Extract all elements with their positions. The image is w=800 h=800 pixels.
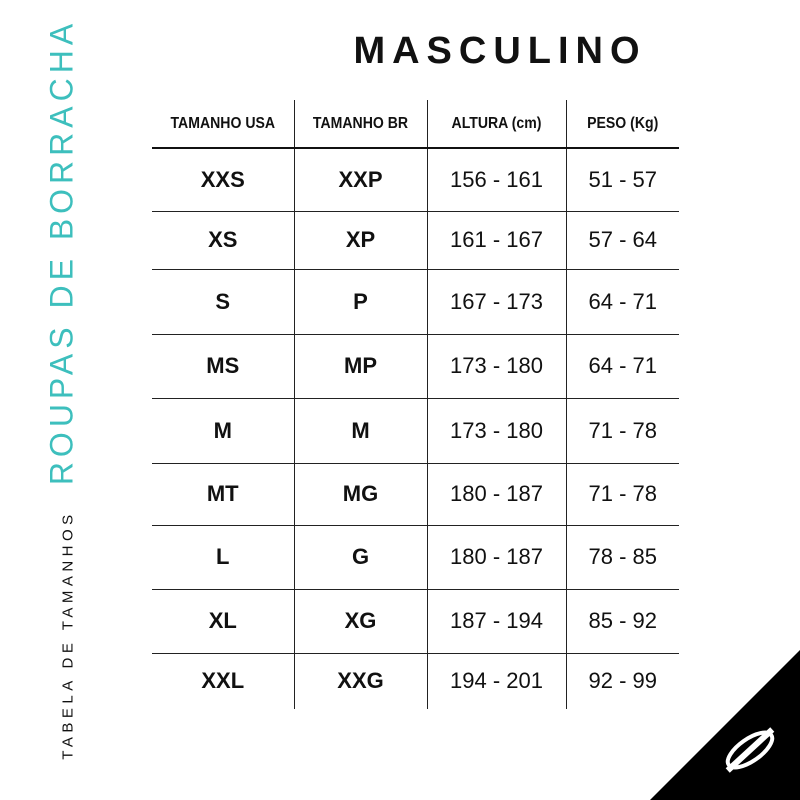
- size-table: TAMANHO USA TAMANHO BR ALTURA (cm) PESO …: [152, 100, 679, 709]
- table-row: M M 173 - 180 71 - 78: [152, 398, 679, 463]
- table-header-row: TAMANHO USA TAMANHO BR ALTURA (cm) PESO …: [152, 100, 679, 148]
- table-row: XXL XXG 194 - 201 92 - 99: [152, 653, 679, 709]
- weight-cell: 85 - 92: [565, 589, 679, 653]
- brand-logo-icon: [650, 650, 800, 800]
- table-row: XS XP 161 - 167 57 - 64: [152, 211, 679, 269]
- table-row: S P 167 - 173 64 - 71: [152, 269, 679, 334]
- table-row: MT MG 180 - 187 71 - 78: [152, 463, 679, 525]
- size-usa-cell: XS: [208, 227, 238, 252]
- size-br-cell: XXP: [293, 148, 427, 211]
- height-cell: 156 - 161: [426, 148, 566, 211]
- height-cell: 161 - 167: [426, 211, 566, 269]
- weight-cell: 71 - 78: [565, 398, 679, 463]
- header-cell: TAMANHO USA: [170, 114, 276, 132]
- size-br-cell: M: [293, 398, 427, 463]
- table-row: XXS XXP 156 - 161 51 - 57: [152, 148, 679, 211]
- header-cell: PESO (Kg): [572, 100, 673, 148]
- height-cell: 173 - 180: [426, 398, 566, 463]
- size-usa-cell: XL: [208, 608, 237, 633]
- size-usa-cell: XXL: [201, 668, 245, 694]
- table-row: MS MP 173 - 180 64 - 71: [152, 334, 679, 398]
- table-row: L G 180 - 187 78 - 85: [152, 525, 679, 589]
- size-br-cell: XXG: [293, 653, 427, 709]
- height-cell: 173 - 180: [426, 334, 566, 398]
- header-cell: ALTURA (cm): [434, 100, 558, 148]
- height-cell: 187 - 194: [426, 589, 566, 653]
- weight-cell: 64 - 71: [565, 334, 679, 398]
- height-cell: 167 - 173: [426, 269, 566, 334]
- size-br-cell: G: [293, 525, 427, 589]
- height-cell: 194 - 201: [426, 653, 566, 709]
- size-br-cell: XP: [293, 211, 427, 269]
- size-usa-cell: M: [213, 417, 232, 443]
- side-subtitle: TABELA DE TAMANHOS: [59, 510, 77, 760]
- weight-cell: 71 - 78: [565, 463, 679, 525]
- size-usa-cell: XXS: [200, 166, 245, 192]
- size-br-cell: XG: [293, 589, 427, 653]
- size-usa-cell: L: [216, 544, 230, 569]
- header-cell: TAMANHO BR: [301, 100, 420, 148]
- weight-cell: 57 - 64: [565, 211, 679, 269]
- page-title: MASCULINO: [353, 30, 647, 72]
- size-br-cell: MP: [293, 334, 427, 398]
- weight-cell: 51 - 57: [565, 148, 679, 211]
- height-cell: 180 - 187: [426, 525, 566, 589]
- size-usa-cell: S: [215, 288, 231, 314]
- weight-cell: 92 - 99: [565, 653, 679, 709]
- weight-cell: 64 - 71: [565, 269, 679, 334]
- size-br-cell: P: [293, 269, 427, 334]
- weight-cell: 78 - 85: [565, 525, 679, 589]
- size-usa-cell: MS: [206, 353, 240, 378]
- size-br-cell: MG: [293, 463, 427, 525]
- side-title: ROUPAS DE BORRACHA: [43, 18, 80, 486]
- height-cell: 180 - 187: [426, 463, 566, 525]
- table-row: XL XG 187 - 194 85 - 92: [152, 589, 679, 653]
- size-usa-cell: MT: [206, 481, 239, 506]
